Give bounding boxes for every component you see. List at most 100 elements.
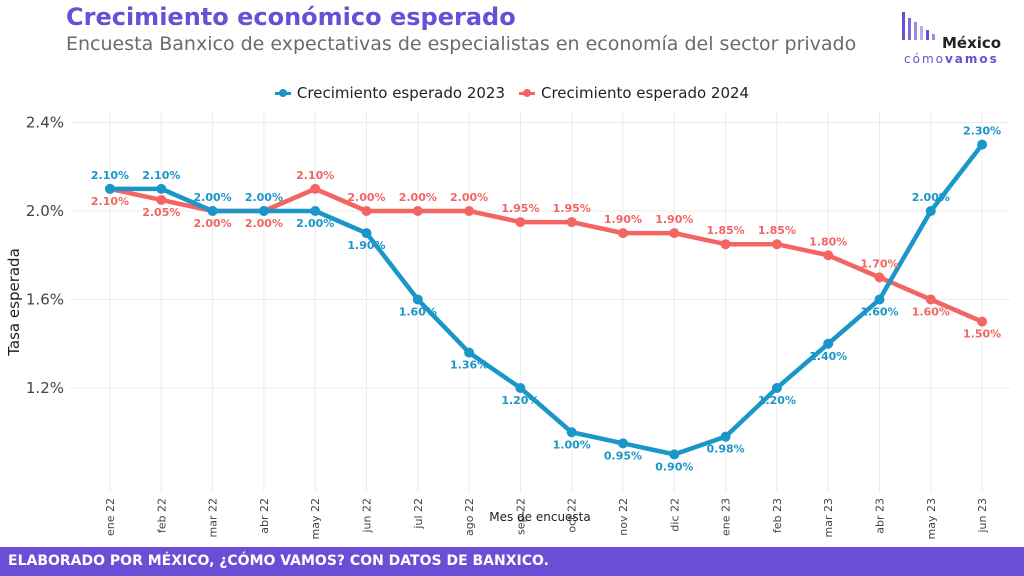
data-point-2024 — [823, 250, 834, 261]
y-axis-title: Tasa esperada — [5, 248, 23, 357]
data-label-2024: 2.00% — [347, 191, 385, 204]
data-label-2024: 1.90% — [604, 213, 642, 226]
data-point-2023 — [105, 183, 115, 194]
data-point-2023 — [361, 228, 372, 239]
data-label-2024: 2.10% — [91, 195, 129, 208]
data-point-2023 — [669, 449, 680, 460]
y-tick-label: 1.2% — [26, 379, 64, 397]
chart-subtitle: Encuesta Banxico de expectativas de espe… — [66, 33, 857, 55]
x-tick-label: may 22 — [309, 498, 322, 539]
data-label-2024: 1.90% — [655, 213, 693, 226]
data-label-2024: 2.00% — [450, 191, 488, 204]
data-label-2024: 1.95% — [501, 202, 539, 215]
data-label-2024: 1.95% — [553, 202, 591, 215]
x-tick-label: dic 22 — [668, 498, 681, 532]
x-tick-label: feb 22 — [155, 498, 168, 533]
footer-credit: ELABORADO POR MÉXICO, ¿CÓMO VAMOS? CON D… — [0, 547, 1024, 576]
data-label-2024: 1.85% — [758, 224, 796, 237]
data-point-2024 — [156, 194, 167, 205]
legend-swatch-2024 — [519, 88, 535, 98]
data-label-2023: 2.10% — [142, 169, 180, 182]
mexico-como-vamos-logo: México cómovamos — [900, 10, 1018, 66]
line-chart: 1.2% 1.6% 2.0% 2.4% ene 22 feb 22 mar 22 abr 22… — [5, 112, 1010, 539]
data-point-2023 — [258, 206, 269, 216]
x-tick-label: jun 22 — [361, 498, 374, 534]
data-point-2024 — [669, 228, 680, 239]
data-label-2024: 1.70% — [860, 257, 898, 270]
data-label-2024: 1.80% — [809, 235, 847, 248]
data-point-2023 — [464, 347, 475, 358]
y-tick-label: 2.0% — [26, 202, 64, 220]
x-tick-label: may 23 — [925, 498, 938, 539]
data-point-2023 — [618, 438, 628, 449]
data-point-2023 — [515, 383, 526, 393]
chart-title: Crecimiento económico esperado — [66, 3, 516, 31]
logo-text-como: cómo — [904, 52, 945, 66]
data-label-2023: 1.20% — [758, 394, 796, 407]
legend-label-2023: Crecimiento esperado 2023 — [296, 84, 505, 102]
logo-text-como-vamos: cómovamos — [904, 52, 999, 66]
data-label-2023: 1.60% — [860, 306, 898, 319]
data-label-2024: 2.00% — [399, 191, 437, 204]
data-point-2024 — [977, 316, 988, 327]
x-tick-label: sep 22 — [514, 498, 527, 535]
data-point-2023 — [977, 139, 988, 150]
x-tick-label: jun 23 — [976, 498, 989, 534]
data-label-2023: 2.10% — [91, 169, 129, 182]
data-point-2023 — [156, 183, 167, 194]
x-tick-label: feb 23 — [771, 498, 784, 533]
data-label-2023: 2.00% — [245, 191, 283, 204]
data-label-2023: 0.95% — [604, 449, 642, 462]
data-point-2024 — [566, 217, 577, 228]
data-label-2024: 2.00% — [194, 217, 232, 230]
data-point-2024 — [515, 217, 526, 228]
data-label-2023: 1.36% — [450, 359, 488, 372]
x-tick-label: mar 23 — [822, 498, 835, 537]
data-point-2024 — [618, 228, 628, 239]
data-label-2023: 1.90% — [347, 239, 385, 252]
data-label-2024: 1.85% — [707, 224, 745, 237]
x-tick-label: abr 22 — [258, 498, 271, 534]
x-tick-label: oct 22 — [566, 498, 579, 533]
data-point-2024 — [310, 183, 321, 194]
data-point-2023 — [925, 206, 936, 216]
x-tick-label: abr 23 — [874, 498, 887, 534]
legend-item-2023: Crecimiento esperado 2023 — [274, 84, 505, 102]
legend-swatch-2023 — [274, 88, 291, 98]
legend-label-2024: Crecimiento esperado 2024 — [541, 84, 750, 102]
legend-item-2024: Crecimiento esperado 2024 — [519, 84, 749, 102]
data-label-2024: 2.00% — [245, 217, 283, 230]
data-label-2023: 1.20% — [501, 394, 539, 407]
logo-text-mexico: México — [942, 34, 1002, 52]
y-tick-label: 2.4% — [26, 114, 64, 132]
x-axis-title: Mes de encuesta — [489, 510, 591, 524]
data-label-2023: 1.40% — [809, 350, 847, 363]
data-point-2023 — [412, 294, 423, 305]
data-label-2023: 1.00% — [553, 438, 591, 451]
data-label-2023: 0.90% — [655, 460, 693, 473]
logo-text-vamos: vamos — [944, 52, 999, 66]
data-label-2023: 2.30% — [963, 125, 1001, 138]
x-tick-label: ene 22 — [104, 498, 117, 536]
data-point-2024 — [464, 206, 475, 216]
data-label-2024: 2.10% — [296, 169, 334, 182]
y-tick-label: 1.6% — [26, 291, 64, 309]
data-point-2023 — [771, 383, 782, 393]
data-point-2024 — [925, 294, 936, 305]
data-point-2023 — [720, 431, 731, 442]
data-point-2023 — [566, 427, 577, 438]
data-point-2023 — [310, 206, 321, 216]
data-point-2024 — [874, 272, 885, 283]
data-point-2024 — [412, 206, 423, 216]
data-label-2024: 1.50% — [963, 328, 1001, 341]
data-point-2023 — [207, 206, 218, 216]
data-point-2024 — [771, 239, 782, 250]
x-tick-label: jul 22 — [412, 498, 425, 530]
chart-legend: Crecimiento esperado 2023 Crecimiento es… — [0, 84, 1024, 102]
data-point-2024 — [361, 206, 372, 216]
logo-bars-icon — [902, 12, 935, 40]
series-line-2023 — [107, 142, 985, 457]
data-label-2023: 2.00% — [912, 191, 950, 204]
x-tick-label: ene 23 — [720, 498, 733, 536]
data-label-2023: 2.00% — [194, 191, 232, 204]
